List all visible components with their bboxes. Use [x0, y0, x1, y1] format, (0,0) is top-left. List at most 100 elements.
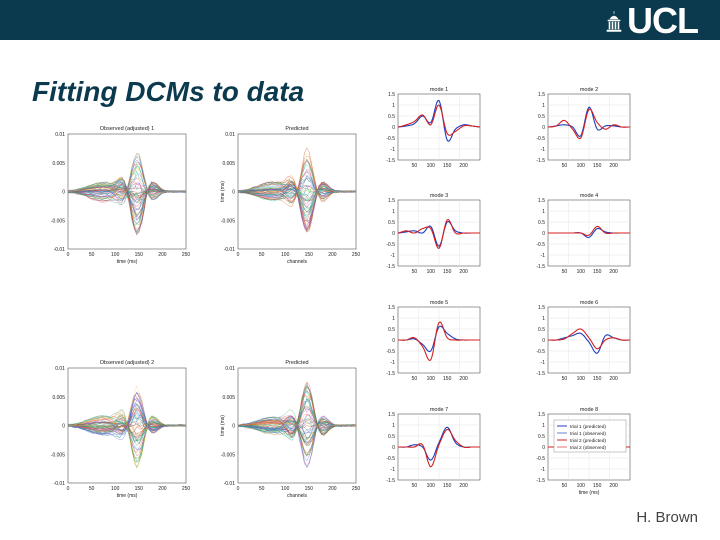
ucl-logo: UCL: [605, 0, 699, 41]
eeg-x-tick-label: 200: [158, 252, 167, 258]
mode-y-tick-label: -0.5: [536, 456, 545, 462]
eeg-channel-trace: [237, 180, 356, 216]
eeg-x-tick-label: 50: [259, 252, 265, 258]
eeg-y-tick-label: 0.01: [225, 366, 235, 372]
mode-series-line-trial1: [397, 100, 481, 142]
mode-x-tick-label: 150: [593, 483, 602, 489]
eeg-x-tick-label: 50: [89, 486, 95, 492]
mode-plot-grid-svg: mode 11.510.50-0.5-1-1.550 100 150 200mode …: [386, 87, 631, 496]
eeg-y-axis-label: time (ms): [220, 415, 226, 436]
mode-y-tick-label: -1.5: [536, 264, 545, 270]
eeg-x-tick-label: 250: [182, 486, 191, 492]
mode-panel-title: mode 1: [430, 87, 448, 93]
mode-series-line-trial2: [548, 328, 630, 350]
mode-x-tick-label: 50: [412, 163, 418, 169]
mode-y-tick-label: -1.5: [386, 264, 395, 270]
mode-y-tick-label: 1.5: [538, 92, 545, 98]
mode-panel: mode 5 1.5 1 0.5 0 -0.5 -1 -1.5 50 100 150 200: [386, 300, 481, 382]
mode-y-tick-label: 1.5: [388, 92, 395, 98]
mode-x-tick-label: 100: [577, 376, 586, 382]
eeg-y-tick-label: -0.005: [221, 218, 235, 224]
mode-y-tick-label: 0.5: [388, 434, 395, 440]
eeg-panel-title: Predicted: [285, 126, 308, 132]
mode-legend-label: trial 1 (observed): [570, 431, 606, 437]
mode-y-tick-label: -1.5: [386, 371, 395, 377]
eeg-x-tick-label: 0: [237, 252, 240, 258]
mode-panel-title: mode 4: [580, 193, 598, 199]
eeg-x-axis-label: time (ms): [117, 259, 138, 265]
mode-x-tick-label: 150: [593, 269, 602, 275]
eeg-channel-trace: [67, 391, 187, 440]
mode-y-tick-label: 1: [542, 103, 545, 109]
eeg-x-tick-label: 250: [182, 252, 191, 258]
eeg-x-tick-label: 200: [158, 486, 167, 492]
eeg-channel-trace: [67, 168, 187, 198]
mode-x-tick-label: 200: [609, 376, 618, 382]
mode-x-tick-label: 150: [593, 376, 602, 382]
mode-x-tick-label: 100: [577, 163, 586, 169]
slide-title: Fitting DCMs to data: [32, 76, 305, 107]
mode-y-tick-label: -1: [541, 360, 546, 366]
mode-y-tick-label: -0.5: [536, 136, 545, 142]
eeg-y-tick-label: -0.01: [224, 247, 236, 253]
mode-y-tick-label: 1.5: [388, 412, 395, 418]
eeg-panel-title: Observed (adjusted) 1: [100, 126, 154, 132]
eeg-y-tick-label: 0: [62, 190, 65, 196]
mode-x-tick-label: 200: [609, 483, 618, 489]
eeg-y-tick-label: 0.005: [222, 161, 235, 167]
eeg-x-axis-label: time (ms): [117, 493, 138, 499]
mode-y-tick-label: -1.5: [536, 158, 545, 164]
mode-y-tick-label: 1: [542, 423, 545, 429]
eeg-channel-trace: [67, 412, 187, 468]
eeg-x-tick-label: 250: [352, 252, 361, 258]
mode-y-tick-label: 0: [542, 231, 545, 237]
eeg-x-tick-label: 100: [281, 486, 290, 492]
mode-x-tick-label: 50: [412, 269, 418, 275]
mode-y-tick-label: -0.5: [386, 242, 395, 248]
mode-panel: mode 8 1.5 1 0.5 0 -0.5 -1 -1.5 50 100 150 200 time …: [536, 407, 631, 496]
mode-y-tick-label: -1: [391, 147, 396, 153]
eeg-y-tick-label: -0.01: [54, 247, 66, 253]
mode-series-line-trial2: [398, 428, 480, 468]
eeg-channel-trace: [237, 185, 357, 216]
mode-x-tick-label: 200: [459, 269, 468, 275]
mode-x-tick-label: 100: [427, 483, 436, 489]
mode-panel: mode 1 1.5 1 0.5 0 -0.5 -1 -1.5 50 100 150 200: [386, 87, 481, 169]
mode-x-tick-label: 50: [412, 483, 418, 489]
eeg-channel-trace: [237, 385, 357, 438]
mode-y-tick-label: 1.5: [538, 305, 545, 311]
ucl-logo-text: UCL: [627, 0, 699, 41]
eeg-y-tick-label: -0.01: [54, 481, 66, 487]
mode-x-tick-label: 200: [459, 163, 468, 169]
mode-y-tick-label: 1: [392, 316, 395, 322]
mode-y-tick-label: 0: [542, 445, 545, 451]
eeg-channel-trace: [237, 416, 357, 456]
mode-x-tick-label: 50: [412, 376, 418, 382]
eeg-x-tick-label: 0: [237, 486, 240, 492]
eeg-x-tick-label: 100: [111, 252, 120, 258]
mode-series-line-trial2: [398, 321, 480, 362]
mode-panel: mode 2 1.5 1 0.5 0 -0.5 -1 -1.5 50 100 150 200: [536, 87, 631, 169]
eeg-y-tick-label: 0: [232, 190, 235, 196]
mode-panel: mode 6 1.5 1 0.5 0 -0.5 -1 -1.5 50 100 150 200: [536, 300, 631, 382]
mode-x-tick-label: 100: [427, 376, 436, 382]
eeg-x-tick-label: 50: [89, 252, 95, 258]
eeg-y-tick-label: 0: [62, 424, 65, 430]
eeg-x-tick-label: 150: [135, 252, 144, 258]
mode-y-tick-label: 1.5: [388, 198, 395, 204]
eeg-y-tick-label: -0.005: [221, 452, 235, 458]
mode-legend-label: trial 2 (predicted): [570, 438, 606, 444]
mode-y-tick-label: 0: [542, 338, 545, 344]
eeg-channel-trace: [67, 170, 187, 201]
portico-dome-icon: [606, 11, 622, 32]
mode-x-tick-label: 150: [443, 376, 452, 382]
mode-x-tick-label: 150: [443, 269, 452, 275]
eeg-y-tick-label: 0.005: [52, 395, 65, 401]
eeg-y-axis-label: time (ms): [220, 181, 226, 202]
mode-y-tick-label: 0.5: [388, 327, 395, 333]
mode-series-line-trial2: [547, 108, 630, 140]
mode-y-tick-label: 0.5: [538, 220, 545, 226]
mode-series-line-trial2: [397, 104, 481, 136]
author-credit: H. Brown: [636, 509, 698, 526]
